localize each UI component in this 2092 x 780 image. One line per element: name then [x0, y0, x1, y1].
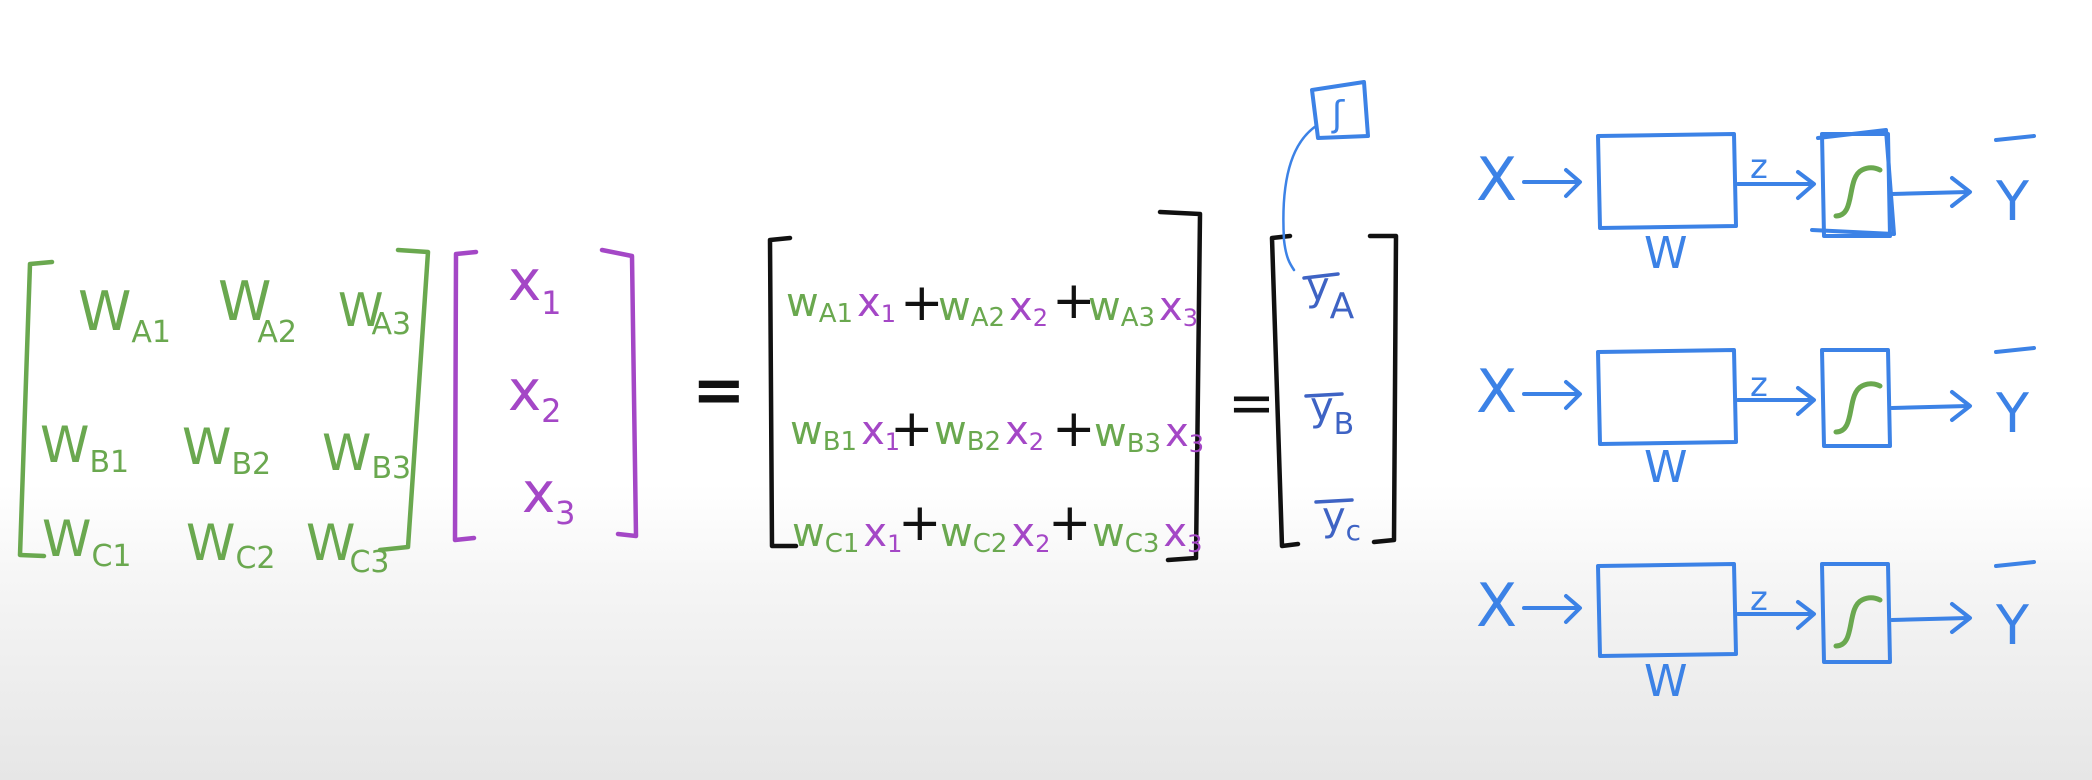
product-a-term-3: wA3 x3 [1088, 284, 1198, 333]
network-2-weight-box [1596, 348, 1738, 446]
output-yc: yc [1322, 494, 1361, 547]
network-1-output-bar [1994, 134, 2036, 142]
input-x3: x3 [522, 461, 576, 532]
network-3-weight-box [1596, 562, 1738, 658]
output-ya-bar [1302, 272, 1340, 280]
network-3-output-bar [1994, 560, 2036, 568]
product-row-c: wC1 x1 + wC2 x2 + wC3 x3 [792, 493, 1202, 559]
weight-matrix-left-bracket [17, 259, 55, 559]
sigmoid-callout-line [1282, 124, 1318, 272]
weight-c2: WC2 [186, 514, 276, 576]
network-row-1: X W z Y [1476, 128, 2036, 279]
network-1-sigmoid-box [1820, 132, 1892, 238]
product-c-plus-1: + [898, 493, 942, 553]
weight-matrix-right-bracket [377, 247, 431, 553]
network-rows: X W z Y X W z Y [1476, 128, 2036, 707]
network-3-input-arrow [1522, 594, 1582, 624]
network-3-z-arrow [1736, 600, 1816, 630]
weight-a1: WA1 [78, 280, 171, 350]
product-a-term-1: wA1 x1 [786, 280, 896, 329]
output-vector-right-bracket [1367, 233, 1399, 545]
network-1-input-arrow [1522, 168, 1582, 198]
network-2-sigmoid-curve [1833, 381, 1883, 435]
network-2-input: X [1476, 357, 1517, 427]
weight-a2: WA2 [218, 270, 297, 350]
network-row-2: X W z Y [1476, 346, 2036, 493]
network-1-z-arrow [1736, 170, 1816, 200]
product-b-plus-2: + [1052, 399, 1096, 459]
input-vector-right-bracket [599, 247, 639, 539]
product-vector: wA1 x1 + wA2 x2 + wA3 x3 wB1 x1 + wB2 x2 + wB… [767, 209, 1204, 563]
network-1-sigmoid-box-overdraw [1810, 128, 1896, 236]
sigmoid-callout-glyph: ʃ [1331, 94, 1345, 135]
network-1-z-label: z [1750, 147, 1768, 187]
output-ya: yA [1306, 264, 1355, 327]
weight-row-c: WC1 WC2 WC3 [42, 510, 390, 580]
product-a-plus-1: + [900, 273, 944, 333]
output-yb-bar [1304, 392, 1344, 398]
product-c-term-3: wC3 x3 [1092, 510, 1202, 559]
product-a-plus-2: + [1052, 271, 1096, 331]
network-3-weight-label: W [1644, 656, 1688, 707]
network-1-output-arrow [1890, 176, 1972, 208]
output-vector: yA yB yc [1269, 233, 1399, 549]
sigmoid-callout: ʃ [1282, 80, 1370, 272]
product-a-term-2: wA2 x2 [938, 284, 1048, 333]
network-row-3: X W z Y [1476, 560, 2036, 707]
weight-matrix: WA1 WA2 WA3 WB1 WB2 WB3 WC1 WC2 WC3 [17, 247, 431, 580]
input-vector-left-bracket [452, 249, 479, 543]
weight-c3: WC3 [306, 514, 390, 580]
weight-a3: WA3 [338, 283, 411, 342]
network-2-weight-label: W [1644, 442, 1688, 493]
network-1-weight-label: W [1644, 228, 1688, 279]
product-vector-right-bracket [1157, 209, 1203, 563]
network-2-output-arrow [1890, 390, 1972, 422]
product-c-plus-2: + [1048, 493, 1092, 553]
network-3-sigmoid-box [1820, 562, 1892, 664]
equals-sign-1: = [692, 354, 746, 428]
weight-b3: WB3 [322, 424, 411, 486]
network-2-z-label: z [1750, 365, 1768, 405]
weight-b2: WB2 [182, 418, 271, 482]
equals-sign-2: = [1228, 371, 1275, 436]
product-b-term-2: wB2 x2 [934, 408, 1044, 457]
network-2-output-bar [1994, 346, 2036, 354]
network-1-weight-box [1596, 132, 1738, 230]
product-c-term-2: wC2 x2 [940, 510, 1050, 559]
sigmoid-callout-box [1310, 80, 1370, 140]
network-1-sigmoid-curve [1833, 165, 1883, 219]
product-b-term-3: wB3 x3 [1094, 410, 1204, 459]
network-1-output: Y [1995, 170, 2030, 233]
weight-c1: WC1 [42, 510, 132, 574]
product-b-term-1: wB1 x1 [790, 408, 900, 457]
network-2-sigmoid-box [1820, 348, 1892, 448]
input-x1: x1 [508, 249, 562, 322]
output-yc-bar [1314, 498, 1354, 504]
network-3-output-arrow [1890, 602, 1972, 634]
input-x2: x2 [508, 359, 562, 430]
network-3-z-label: z [1750, 579, 1768, 619]
weight-row-b: WB1 WB2 WB3 [40, 416, 411, 486]
network-2-output: Y [1995, 382, 2030, 445]
network-2-z-arrow [1736, 386, 1816, 416]
network-3-sigmoid-curve [1833, 595, 1883, 649]
product-row-a: wA1 x1 + wA2 x2 + wA3 x3 [786, 271, 1198, 333]
weight-row-a: WA1 WA2 WA3 [78, 270, 411, 350]
product-c-term-1: wC1 x1 [792, 510, 902, 559]
network-2-input-arrow [1522, 380, 1582, 410]
input-vector: x1 x2 x3 [452, 247, 639, 543]
weight-b1: WB1 [40, 416, 129, 480]
output-yb: yB [1310, 384, 1354, 442]
product-b-plus-1: + [890, 399, 934, 459]
network-3-input: X [1476, 571, 1517, 641]
product-row-b: wB1 x1 + wB2 x2 + wB3 x3 [790, 399, 1204, 459]
network-3-output: Y [1995, 594, 2030, 657]
network-1-input: X [1476, 145, 1517, 215]
product-vector-left-bracket [767, 235, 799, 549]
output-vector-left-bracket [1269, 233, 1301, 549]
